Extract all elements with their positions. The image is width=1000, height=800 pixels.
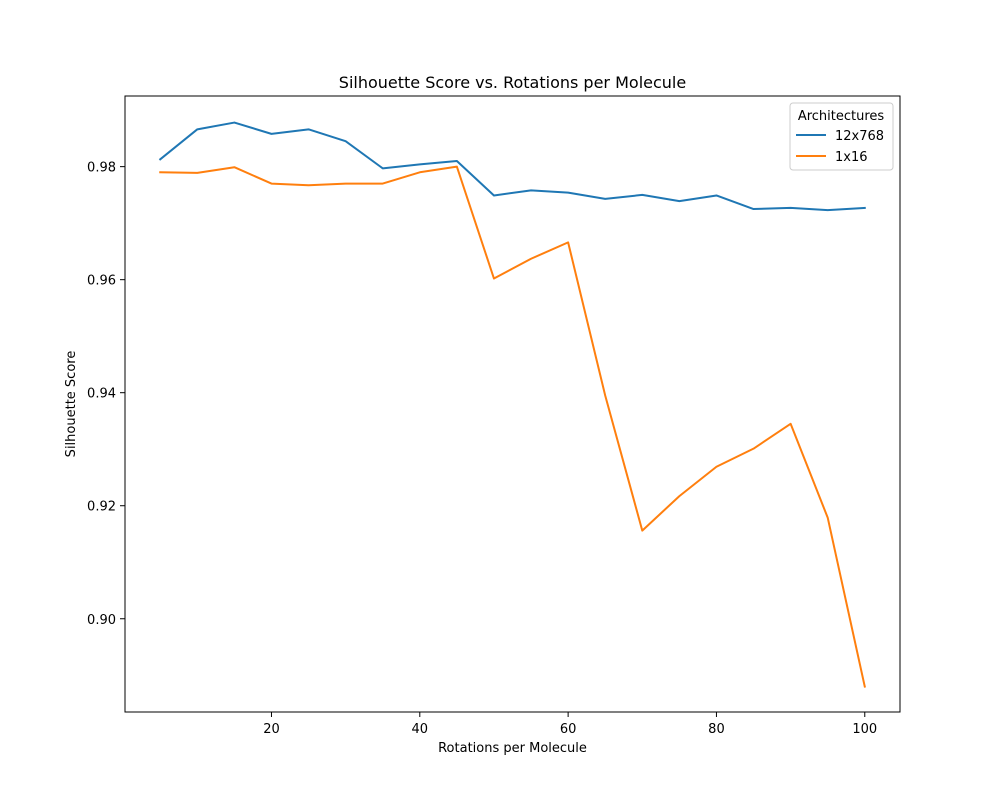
y-axis-label: Silhouette Score — [64, 351, 79, 458]
y-tick-label: 0.94 — [87, 387, 116, 402]
plot-area — [125, 96, 900, 712]
legend-title: Architectures — [798, 109, 885, 124]
y-tick-label: 0.92 — [87, 500, 116, 515]
x-tick-label: 80 — [708, 722, 725, 737]
x-axis-label: Rotations per Molecule — [438, 741, 587, 756]
y-tick-label: 0.90 — [87, 613, 116, 628]
x-tick-label: 40 — [412, 722, 429, 737]
x-axis: 20 40 60 80 100 — [263, 712, 877, 737]
legend: Architectures 12x768 1x16 — [789, 102, 894, 171]
x-tick-label: 100 — [852, 722, 877, 737]
legend-box — [789, 102, 894, 171]
series-line-12x768 — [158, 121, 866, 212]
x-tick-label: 20 — [263, 722, 280, 737]
series-line-1x16 — [159, 165, 866, 688]
plot-frame — [124, 95, 901, 713]
series-layer — [158, 121, 866, 688]
x-tick-label: 60 — [560, 722, 577, 737]
chart-title: Silhouette Score vs. Rotations per Molec… — [339, 73, 686, 92]
legend-label-1x16: 1x16 — [835, 150, 868, 165]
y-tick-label: 0.96 — [87, 274, 116, 289]
legend-label-12x768: 12x768 — [835, 129, 884, 144]
y-axis: 0.90 0.92 0.94 0.96 0.98 — [87, 161, 125, 628]
y-tick-label: 0.98 — [87, 161, 116, 176]
